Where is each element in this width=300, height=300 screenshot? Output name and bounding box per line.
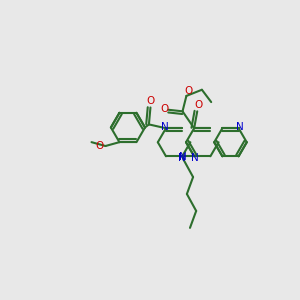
Text: O: O xyxy=(95,141,103,151)
Text: O: O xyxy=(160,104,169,114)
Text: O: O xyxy=(194,100,202,110)
Text: N: N xyxy=(178,153,185,163)
Text: N: N xyxy=(191,153,199,163)
Text: N: N xyxy=(161,122,169,133)
Text: N: N xyxy=(179,152,187,162)
Text: N: N xyxy=(236,122,243,132)
Text: O: O xyxy=(146,96,154,106)
Text: O: O xyxy=(184,85,193,95)
